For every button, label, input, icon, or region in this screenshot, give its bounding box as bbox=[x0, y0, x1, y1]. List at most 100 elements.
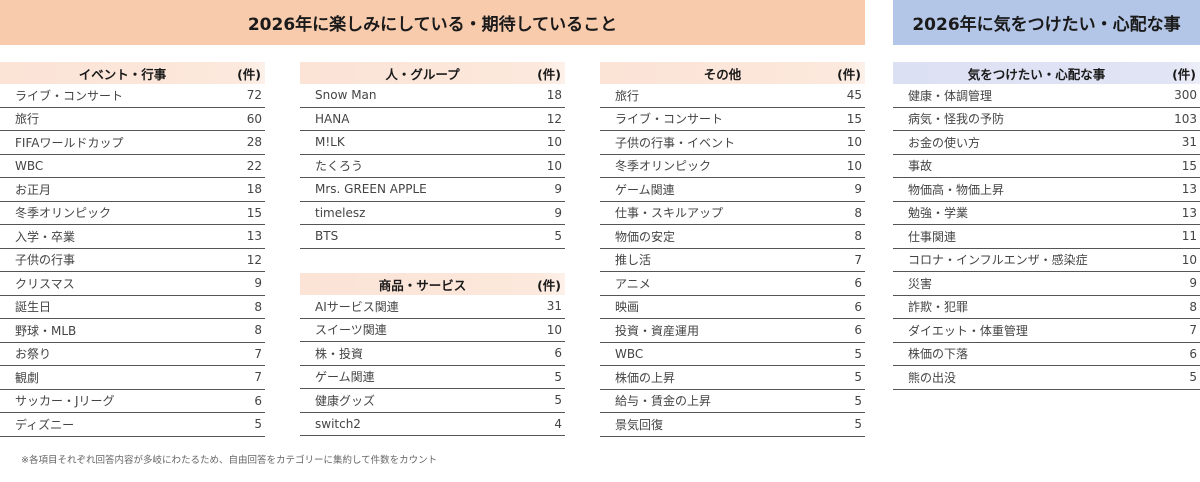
row-count: 31 bbox=[546, 299, 562, 314]
table-header: イベント・行事 (件) bbox=[0, 62, 265, 84]
row-count: 15 bbox=[1181, 158, 1197, 173]
row-label: 詐欺・犯罪 bbox=[908, 300, 969, 315]
table-row: 野球・MLB 8 bbox=[0, 319, 265, 343]
worries-table: 気をつけたい・心配な事 (件) 健康・体調管理 300 病気・怪我の予防 103 お金の… bbox=[893, 62, 1200, 390]
table-row: 健康・体調管理 300 bbox=[893, 84, 1200, 108]
row-count: 15 bbox=[246, 205, 262, 220]
row-label: 冬季オリンピック bbox=[615, 159, 712, 174]
row-label: BTS bbox=[315, 229, 339, 244]
table-row: 投資・資産運用 6 bbox=[600, 319, 865, 343]
table-row: たくろう 10 bbox=[300, 155, 565, 178]
table-row: AIサービス関連 31 bbox=[300, 295, 565, 319]
table-title: その他 bbox=[703, 66, 742, 82]
row-count: 13 bbox=[1181, 205, 1197, 220]
row-count: 5 bbox=[854, 417, 862, 432]
row-label: 旅行 bbox=[615, 88, 640, 103]
row-count: 5 bbox=[554, 229, 562, 244]
table-row: 病気・怪我の予防 103 bbox=[893, 108, 1200, 131]
table-row: 災害 9 bbox=[893, 272, 1200, 296]
row-count: 9 bbox=[254, 276, 262, 291]
row-label: 熊の出没 bbox=[908, 370, 957, 385]
row-label: 野球・MLB bbox=[15, 323, 77, 338]
row-label: 事故 bbox=[908, 159, 933, 174]
table-row: M!LK 10 bbox=[300, 131, 565, 155]
row-count: 8 bbox=[1189, 299, 1197, 314]
table-row: WBC 22 bbox=[0, 155, 265, 178]
row-count: 7 bbox=[1189, 323, 1197, 338]
table-row: 景気回復 5 bbox=[600, 413, 865, 437]
row-label: 推し活 bbox=[615, 253, 652, 268]
unit-label: (件) bbox=[537, 66, 561, 82]
table-row: コロナ・インフルエンザ・感染症 10 bbox=[893, 249, 1200, 272]
row-count: 60 bbox=[246, 111, 262, 126]
row-count: 18 bbox=[546, 88, 562, 103]
table-row: 観劇 7 bbox=[0, 366, 265, 390]
others-table: その他 (件) 旅行 45 ライブ・コンサート 15 子供の行事・イベント 10 冬季オリン… bbox=[600, 62, 865, 437]
row-label: Snow Man bbox=[315, 88, 377, 103]
row-label: 物価高・物価上昇 bbox=[908, 182, 1005, 197]
row-count: 6 bbox=[254, 393, 262, 408]
row-label: 災害 bbox=[908, 276, 933, 291]
row-label: ダイエット・体重管理 bbox=[908, 323, 1028, 338]
worry-banner-title: 2026年に気をつけたい・心配な事 bbox=[893, 0, 1200, 45]
row-label: 仕事関連 bbox=[908, 229, 957, 244]
people-table: 人・グループ (件) Snow Man 18 HANA 12 M!LK 10 たくろう 10 M… bbox=[300, 62, 565, 249]
row-count: 5 bbox=[254, 417, 262, 432]
table-row: 株・投資 6 bbox=[300, 342, 565, 366]
row-label: M!LK bbox=[315, 135, 345, 150]
table-title: 人・グループ bbox=[385, 66, 460, 82]
row-count: 5 bbox=[554, 393, 562, 408]
table-row: お金の使い方 31 bbox=[893, 131, 1200, 155]
row-label: 給与・賃金の上昇 bbox=[615, 394, 712, 409]
table-row: 詐欺・犯罪 8 bbox=[893, 296, 1200, 319]
table-row: ゲーム関連 9 bbox=[600, 178, 865, 202]
row-count: 10 bbox=[1181, 252, 1197, 267]
row-count: 7 bbox=[254, 370, 262, 385]
row-label: 物価の安定 bbox=[615, 229, 676, 244]
table-title: 気をつけたい・心配な事 bbox=[967, 66, 1106, 82]
table-title: イベント・行事 bbox=[78, 66, 167, 82]
row-count: 5 bbox=[554, 369, 562, 384]
row-label: 観劇 bbox=[15, 370, 40, 385]
table-row: お祭り 7 bbox=[0, 343, 265, 366]
table-row: 冬季オリンピック 10 bbox=[600, 155, 865, 178]
row-count: 9 bbox=[854, 182, 862, 197]
row-label: HANA bbox=[315, 111, 350, 126]
row-label: timelesz bbox=[315, 205, 366, 220]
table-row: 物価の安定 8 bbox=[600, 225, 865, 249]
table-row: スイーツ関連 10 bbox=[300, 319, 565, 342]
unit-label: (件) bbox=[837, 66, 861, 82]
row-label: 投資・資産運用 bbox=[615, 323, 700, 338]
row-label: switch2 bbox=[315, 416, 361, 431]
main-banner-title: 2026年に楽しみにしている・期待していること bbox=[0, 0, 865, 45]
row-count: 8 bbox=[854, 205, 862, 220]
row-label: AIサービス関連 bbox=[315, 299, 399, 314]
table-title: 商品・サービス bbox=[378, 277, 467, 293]
row-label: 株価の上昇 bbox=[615, 370, 676, 385]
table-row: 健康グッズ 5 bbox=[300, 389, 565, 413]
row-label: 健康グッズ bbox=[315, 393, 376, 408]
table-row: 入学・卒業 13 bbox=[0, 225, 265, 249]
row-count: 6 bbox=[554, 346, 562, 361]
table-row: 事故 15 bbox=[893, 155, 1200, 178]
row-label: 入学・卒業 bbox=[15, 229, 76, 244]
table-row: 推し活 7 bbox=[600, 249, 865, 272]
row-count: 45 bbox=[846, 88, 862, 103]
row-label: 株価の下落 bbox=[908, 347, 969, 362]
table-row: 誕生日 8 bbox=[0, 296, 265, 319]
row-count: 28 bbox=[246, 135, 262, 150]
row-label: たくろう bbox=[315, 159, 364, 174]
table-row: 子供の行事 12 bbox=[0, 249, 265, 272]
table-row: 旅行 45 bbox=[600, 84, 865, 108]
table-header: その他 (件) bbox=[600, 62, 865, 84]
products-table: 商品・サービス (件) AIサービス関連 31 スイーツ関連 10 株・投資 6 ゲーム関連… bbox=[300, 273, 565, 436]
row-label: 勉強・学業 bbox=[908, 206, 969, 221]
row-count: 6 bbox=[854, 299, 862, 314]
row-label: ディズニー bbox=[15, 417, 75, 432]
row-count: 5 bbox=[854, 393, 862, 408]
table-row: 仕事・スキルアップ 8 bbox=[600, 202, 865, 225]
table-row: switch2 4 bbox=[300, 413, 565, 436]
row-count: 13 bbox=[1181, 182, 1197, 197]
table-row: 映画 6 bbox=[600, 296, 865, 319]
table-header: 人・グループ (件) bbox=[300, 62, 565, 84]
